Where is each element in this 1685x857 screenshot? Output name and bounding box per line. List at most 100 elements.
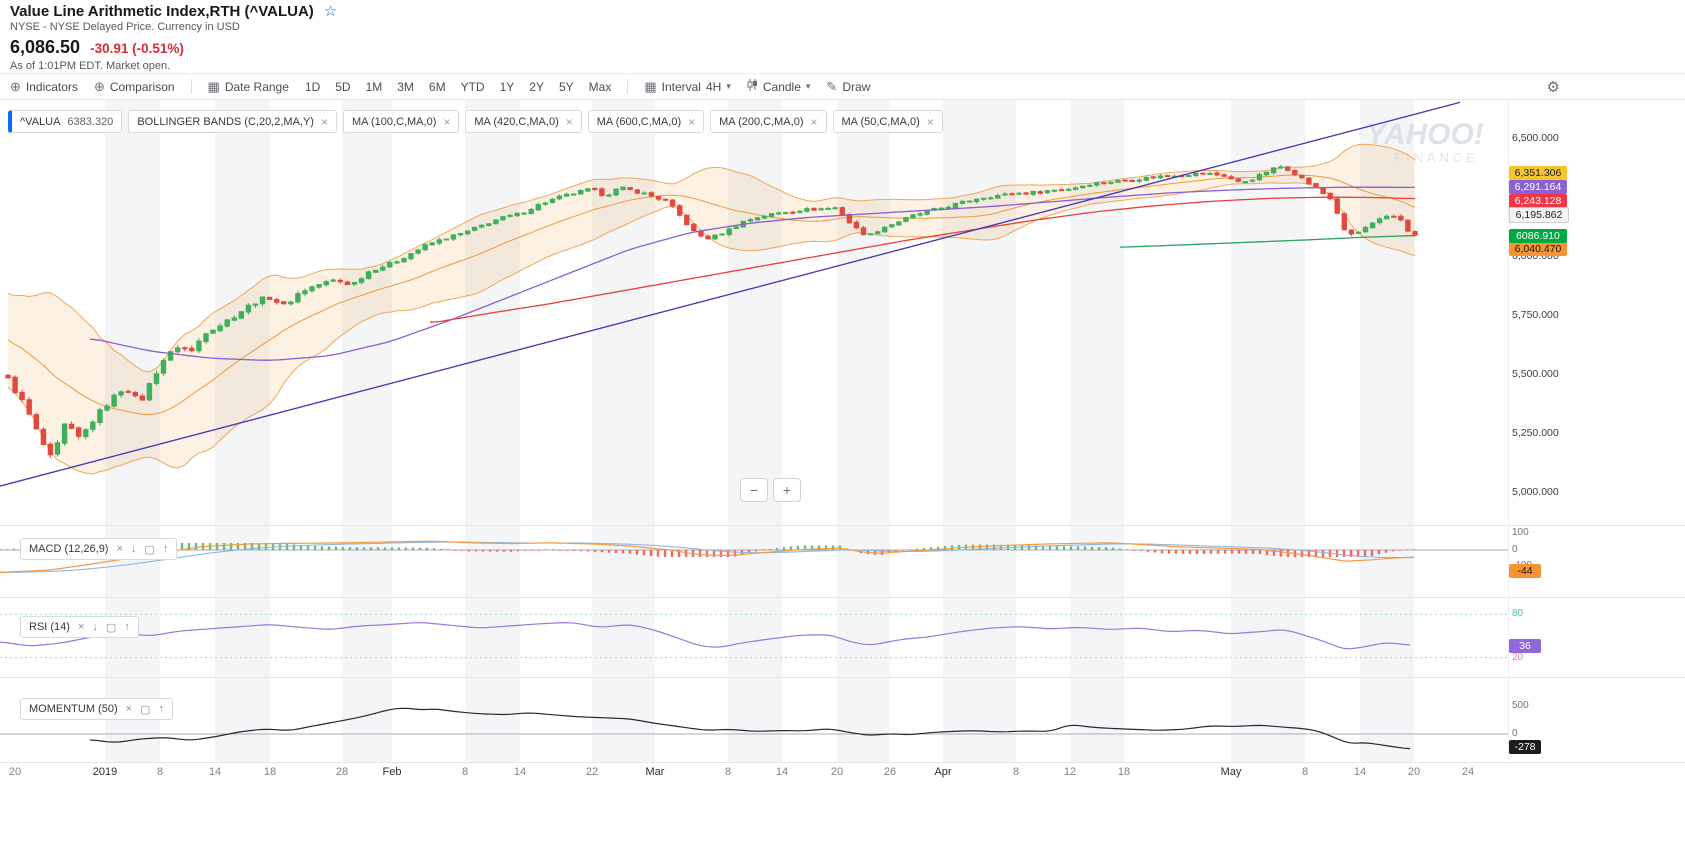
- date-range-button[interactable]: ▦ Date Range: [208, 79, 289, 95]
- background-stripe: [1360, 100, 1414, 762]
- expand-icon[interactable]: ▢: [144, 543, 155, 556]
- background-stripe: [592, 100, 655, 762]
- indicators-button[interactable]: ⊕ Indicators: [10, 79, 78, 95]
- x-axis-label: 14: [1353, 766, 1367, 778]
- toolbar-divider: [627, 79, 629, 94]
- ma600-label: MA (600,C,MA,0): [596, 115, 682, 128]
- move-down-icon[interactable]: ↓: [92, 621, 98, 633]
- interval-icon: ▦: [644, 78, 657, 94]
- background-stripe: [105, 100, 160, 762]
- settings-gear-icon[interactable]: ⚙: [1546, 78, 1560, 96]
- symbol-pill[interactable]: ^VALUA 6383.320: [8, 110, 123, 133]
- bollinger-pill[interactable]: BOLLINGER BANDS (C,20,2,MA,Y) ×: [128, 110, 337, 133]
- range-ytd[interactable]: YTD: [460, 79, 485, 94]
- macd-line: [0, 540, 1415, 573]
- bollinger-lower: [7, 182, 1416, 475]
- close-icon[interactable]: ×: [565, 114, 573, 129]
- draw-label: Draw: [842, 79, 871, 94]
- x-axis-label: 18: [263, 766, 277, 778]
- expand-icon[interactable]: ▢: [140, 703, 151, 716]
- close-icon[interactable]: ×: [688, 114, 696, 129]
- background-stripe: [1231, 100, 1305, 762]
- x-axis-label: 14: [513, 766, 527, 778]
- interval-label: Interval: [661, 79, 701, 94]
- comparison-label: Comparison: [109, 79, 175, 94]
- macd-pill[interactable]: MACD (12,26,9) × ↓ ▢ ↑: [20, 538, 178, 560]
- x-axis-label: 8: [156, 766, 164, 778]
- close-icon[interactable]: ×: [443, 114, 451, 129]
- range-1m[interactable]: 1M: [365, 79, 383, 94]
- zoom-controls: − +: [740, 478, 801, 502]
- x-axis-label: 26: [883, 766, 897, 778]
- range-5y[interactable]: 5Y: [558, 79, 574, 94]
- background-stripe: [728, 100, 782, 762]
- expand-icon[interactable]: ▢: [105, 621, 117, 634]
- macd-histogram-down: [453, 550, 1402, 557]
- rsi-line: [0, 621, 1411, 650]
- interval-dropdown[interactable]: ▦ Interval 4H ▾: [644, 79, 731, 95]
- date-range-label: Date Range: [224, 79, 289, 94]
- ma100-pill[interactable]: MA (100,C,MA,0) ×: [343, 110, 460, 133]
- interval-value: 4H: [705, 79, 722, 94]
- x-axis-label: 24: [1461, 766, 1475, 778]
- move-up-icon[interactable]: ↑: [124, 621, 130, 633]
- range-6m[interactable]: 6M: [428, 79, 446, 94]
- rsi-pill[interactable]: RSI (14) × ↓ ▢ ↑: [20, 616, 139, 638]
- zoom-out-button[interactable]: −: [740, 478, 768, 502]
- ma-50-line: [1119, 235, 1415, 248]
- ma50-pill[interactable]: MA (50,C,MA,0) ×: [832, 110, 943, 133]
- candle-icon: [747, 79, 758, 94]
- trend-line: [0, 101, 1461, 487]
- background-stripe: [342, 100, 392, 762]
- move-up-icon[interactable]: ↑: [162, 543, 169, 555]
- range-max[interactable]: Max: [588, 79, 612, 94]
- x-axis-label: 8: [1012, 766, 1020, 778]
- close-icon[interactable]: ×: [810, 114, 818, 129]
- background-stripe: [215, 100, 270, 762]
- price-chart-canvas[interactable]: YAHOO!FINANCE: [0, 100, 1685, 763]
- ma200-label: MA (200,C,MA,0): [719, 115, 804, 128]
- zoom-in-button[interactable]: +: [773, 478, 801, 502]
- circle-plus-icon: ⊕: [10, 78, 21, 94]
- candle-bodies-down: [5, 166, 1418, 456]
- x-axis-label: Apr: [934, 766, 952, 778]
- ma200-pill[interactable]: MA (200,C,MA,0) ×: [710, 110, 827, 133]
- price-change: -30.91 (-0.51%): [90, 41, 184, 56]
- x-axis-label: 18: [1117, 766, 1131, 778]
- calendar-icon: ▦: [207, 78, 220, 94]
- comparison-button[interactable]: ⊕ Comparison: [94, 79, 175, 95]
- favorite-star-icon[interactable]: ☆: [323, 3, 338, 20]
- bollinger-fill: [8, 144, 1415, 475]
- symbol-label: ^VALUA: [20, 115, 61, 128]
- symbol-value: 6383.320: [67, 115, 114, 128]
- x-axis-label: Mar: [645, 766, 665, 778]
- range-5d[interactable]: 5D: [335, 79, 351, 94]
- bollinger-mid: [7, 174, 1416, 416]
- background-stripe: [837, 100, 890, 762]
- ma600-pill[interactable]: MA (600,C,MA,0) ×: [587, 110, 705, 133]
- close-icon[interactable]: ×: [926, 114, 934, 129]
- draw-button[interactable]: ✎ Draw: [826, 79, 870, 95]
- ma420-label: MA (420,C,MA,0): [474, 115, 559, 128]
- ma-420-line: [89, 186, 1415, 361]
- exchange-info: NYSE - NYSE Delayed Price. Currency in U…: [10, 21, 240, 33]
- range-3m[interactable]: 3M: [397, 79, 414, 94]
- close-icon[interactable]: ×: [125, 703, 133, 715]
- finance-watermark: FINANCE: [1394, 150, 1479, 165]
- momentum-pill[interactable]: MOMENTUM (50) × ▢ ↑: [20, 698, 173, 720]
- momentum-line: [89, 707, 1411, 750]
- bollinger-label: BOLLINGER BANDS (C,20,2,MA,Y): [137, 115, 314, 128]
- chart-type-dropdown[interactable]: Candle ▾: [747, 79, 810, 94]
- x-axis-label: 20: [8, 766, 22, 778]
- close-icon[interactable]: ×: [116, 543, 123, 555]
- ma420-pill[interactable]: MA (420,C,MA,0) ×: [465, 110, 582, 133]
- x-axis-label: 28: [335, 766, 349, 778]
- range-2y[interactable]: 2Y: [529, 79, 544, 94]
- range-1d[interactable]: 1D: [304, 79, 321, 94]
- range-1y[interactable]: 1Y: [499, 79, 515, 94]
- move-down-icon[interactable]: ↓: [130, 543, 137, 555]
- page-title: Value Line Arithmetic Index,RTH (^VALUA): [10, 2, 314, 20]
- move-up-icon[interactable]: ↑: [158, 703, 164, 715]
- close-icon[interactable]: ×: [320, 114, 328, 129]
- close-icon[interactable]: ×: [77, 621, 85, 633]
